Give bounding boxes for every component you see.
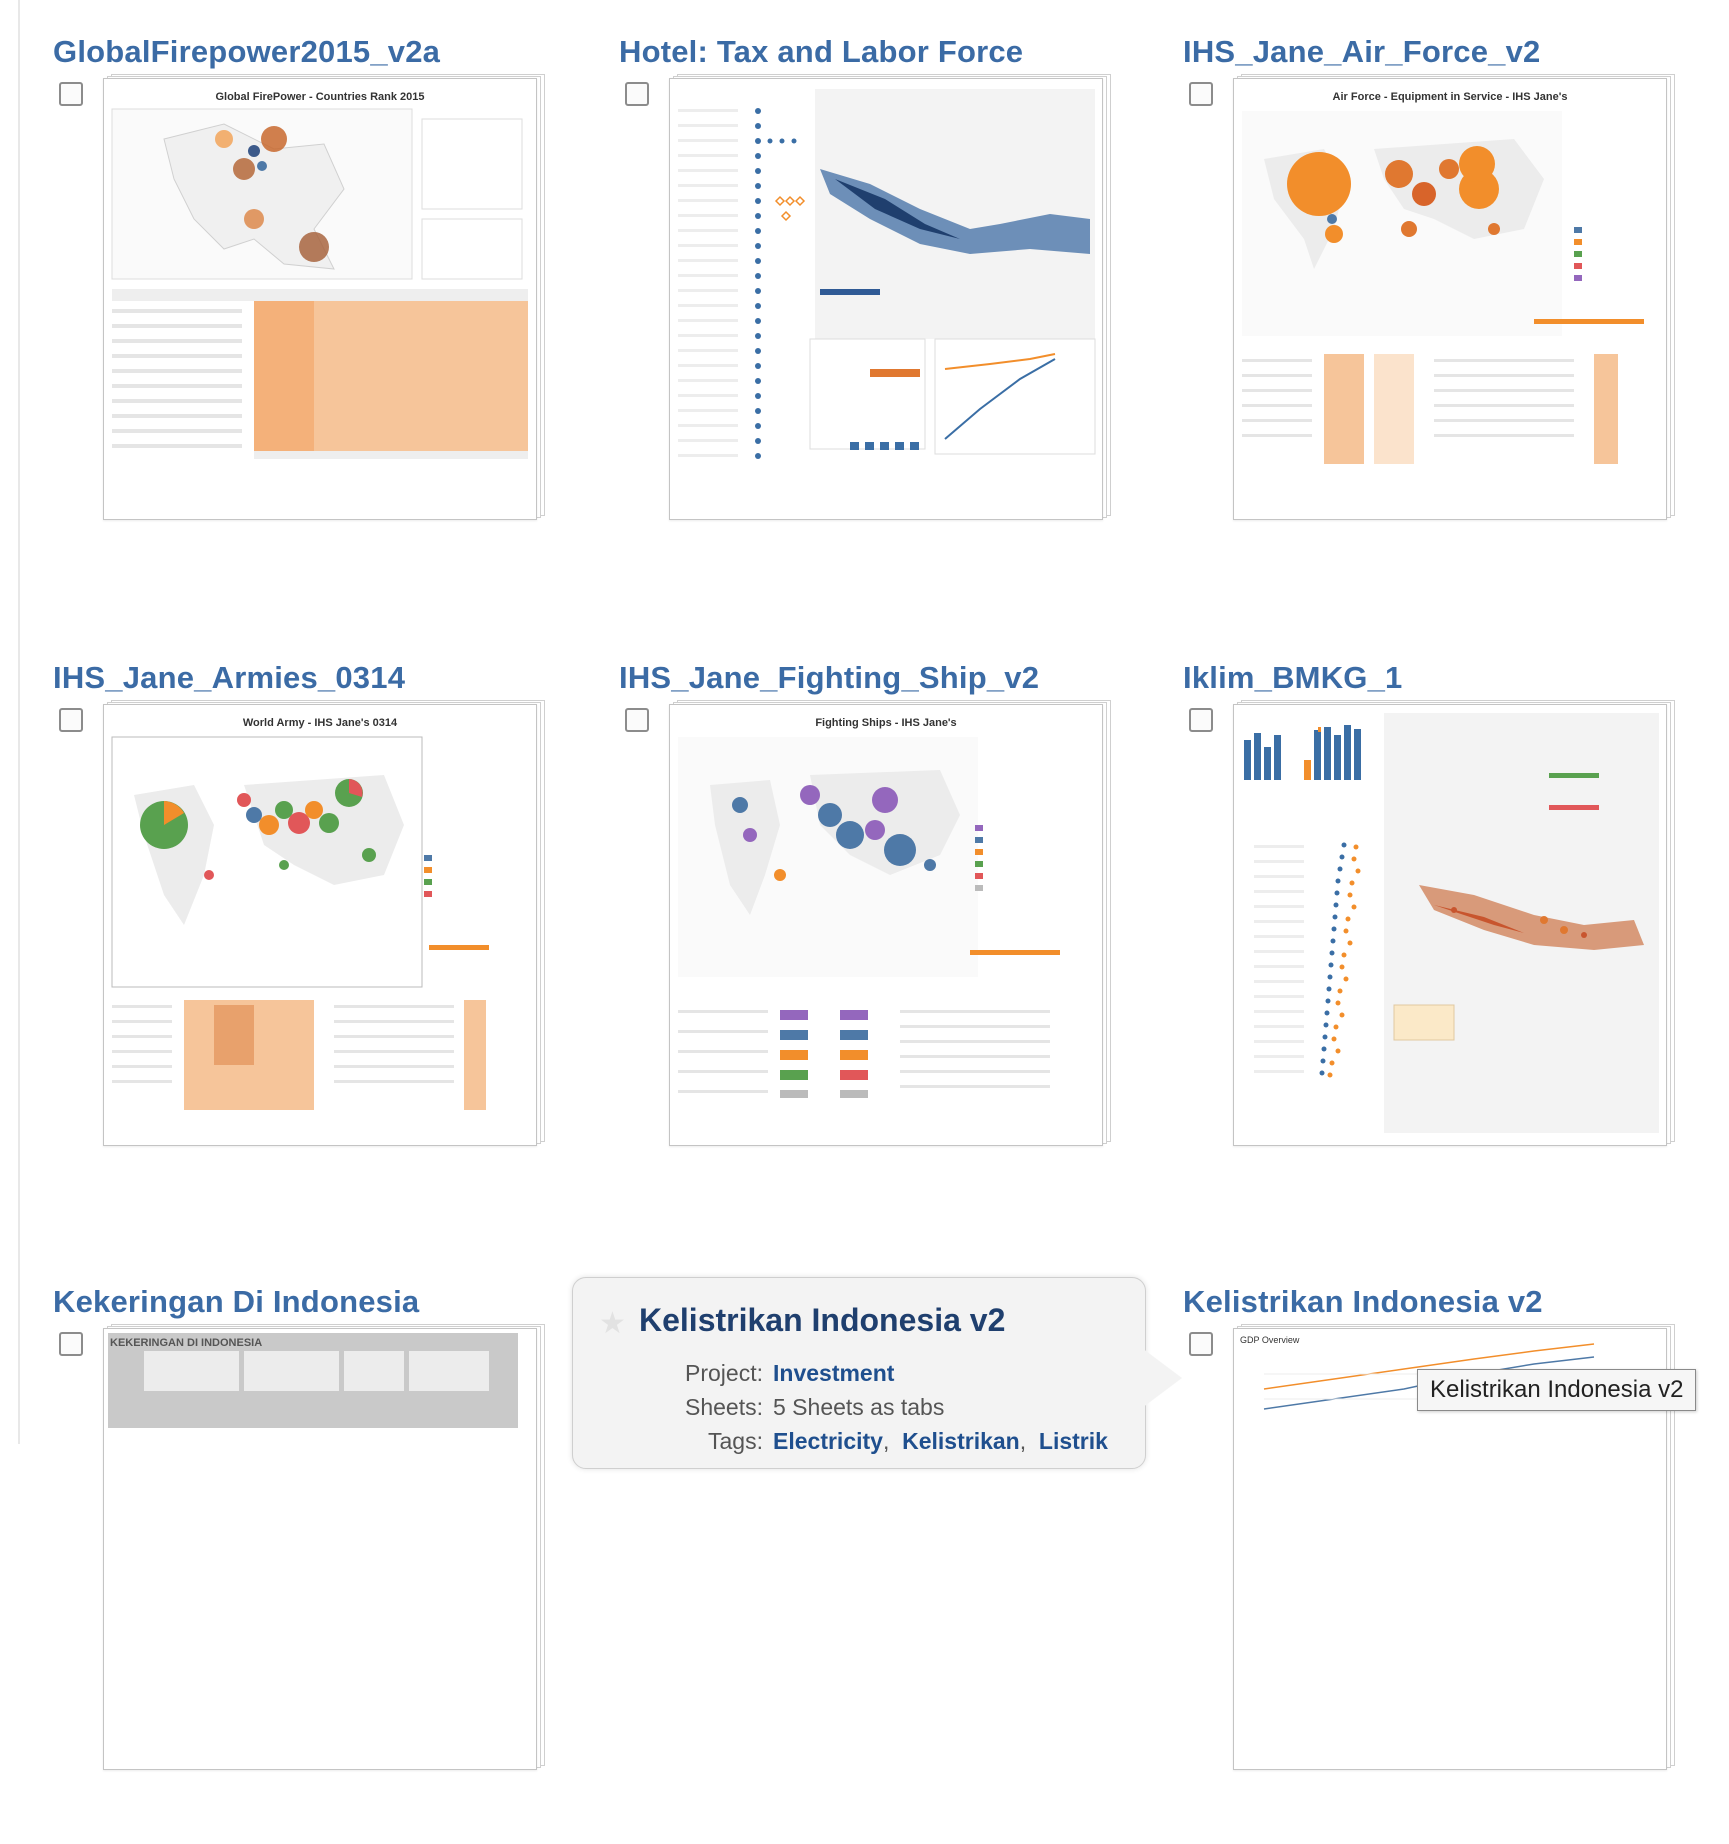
popup-tag-link[interactable]: Electricity	[773, 1428, 883, 1454]
workbook-card: Kelistrikan Indonesia v2 GDP Overview	[1183, 1284, 1683, 1844]
workbook-title-link[interactable]: Kekeringan Di Indonesia	[53, 1284, 420, 1319]
workbook-title-link[interactable]: IHS_Jane_Air_Force_v2	[1183, 34, 1541, 69]
workbook-thumbnail[interactable]: Air Force - Equipment in Service - IHS J…	[1233, 74, 1675, 520]
workbook-card: Iklim_BMKG_1	[1183, 660, 1683, 1220]
workbook-select-checkbox[interactable]	[59, 1332, 83, 1356]
workbook-thumbnail[interactable]: Global FirePower - Countries Rank 2015	[103, 74, 545, 520]
workbook-title-link[interactable]: Hotel: Tax and Labor Force	[619, 34, 1024, 69]
workbook-details-popup: ★ Kelistrikan Indonesia v2 Project: Inves…	[572, 1277, 1146, 1469]
workbook-card: IHS_Jane_Armies_0314 World Army - IHS Ja…	[53, 660, 553, 1220]
hover-tooltip: Kelistrikan Indonesia v2	[1417, 1369, 1697, 1411]
thumbnail-preview	[111, 108, 528, 459]
workbook-title-link[interactable]: IHS_Jane_Fighting_Ship_v2	[619, 660, 1040, 695]
workbook-select-checkbox[interactable]	[625, 708, 649, 732]
thumbnail-preview	[1242, 111, 1649, 464]
workbook-title-link[interactable]: IHS_Jane_Armies_0314	[53, 660, 406, 695]
workbook-select-checkbox[interactable]	[1189, 708, 1213, 732]
thumbnail-preview	[678, 89, 1096, 459]
thumbnail-caption: KEKERINGAN DI INDONESIA	[110, 1337, 263, 1349]
popup-sheets-value: 5 Sheets as tabs	[773, 1394, 945, 1420]
popup-tag-link[interactable]: Listrik	[1038, 1428, 1108, 1454]
popup-project-row: Project: Investment	[573, 1360, 1133, 1387]
workbook-select-checkbox[interactable]	[625, 82, 649, 106]
popup-project-label: Project:	[685, 1360, 763, 1386]
workbook-card: Kekeringan Di Indonesia KEKERINGAN DI IN…	[53, 1284, 553, 1844]
workbook-card: Hotel: Tax and Labor Force	[619, 34, 1119, 594]
thumbnail-caption: GDP Overview	[1240, 1335, 1300, 1345]
thumbnail-caption: World Army - IHS Jane's 0314	[242, 717, 398, 729]
popup-tag-link[interactable]: Kelistrikan	[902, 1428, 1020, 1454]
workbook-select-checkbox[interactable]	[1189, 1332, 1213, 1356]
workbook-select-checkbox[interactable]	[1189, 82, 1213, 106]
popup-project-link[interactable]: Investment	[773, 1360, 895, 1386]
workbook-thumbnail[interactable]: World Army - IHS Jane's 0314	[103, 700, 545, 1146]
page-left-border	[18, 0, 20, 1444]
popup-tags-label: Tags:	[708, 1428, 763, 1454]
workbook-thumbnail[interactable]: Fighting Ships - IHS Jane's	[669, 700, 1111, 1146]
workbook-card: GlobalFirepower2015_v2a Global FirePower…	[53, 34, 553, 594]
popup-tags-row: Tags: Electricity, Kelistrikan, Listrik	[573, 1428, 1133, 1455]
workbook-select-checkbox[interactable]	[59, 82, 83, 106]
thumbnail-preview	[678, 737, 1060, 1098]
thumbnail-caption: Air Force - Equipment in Service - IHS J…	[1332, 91, 1568, 103]
thumbnail-caption: Global FirePower - Countries Rank 2015	[215, 91, 425, 103]
workbook-thumbnail[interactable]	[1233, 700, 1675, 1146]
workbook-title-link[interactable]: Kelistrikan Indonesia v2	[1183, 1284, 1543, 1319]
workbook-thumbnail[interactable]	[669, 74, 1111, 520]
thumbnail-preview	[111, 736, 489, 1110]
workbook-select-checkbox[interactable]	[59, 708, 83, 732]
star-icon[interactable]: ★	[599, 1307, 626, 1340]
popup-workbook-title[interactable]: Kelistrikan Indonesia v2	[639, 1302, 1006, 1338]
thumbnail-preview	[108, 1333, 518, 1428]
workbook-card: IHS_Jane_Fighting_Ship_v2 Fighting Ships…	[619, 660, 1119, 1220]
popup-sheets-label: Sheets:	[685, 1394, 763, 1420]
workbook-thumbnail[interactable]: KEKERINGAN DI INDONESIA	[103, 1324, 545, 1770]
thumbnail-preview	[1244, 713, 1659, 1133]
workbook-title-link[interactable]: GlobalFirepower2015_v2a	[53, 34, 441, 69]
popup-pointer	[1142, 1348, 1182, 1408]
workbook-title-link[interactable]: Iklim_BMKG_1	[1183, 660, 1403, 695]
thumbnail-caption: Fighting Ships - IHS Jane's	[815, 717, 957, 729]
popup-sheets-row: Sheets: 5 Sheets as tabs	[573, 1394, 1133, 1421]
workbook-card: IHS_Jane_Air_Force_v2 Air Force - Equipm…	[1183, 34, 1683, 594]
